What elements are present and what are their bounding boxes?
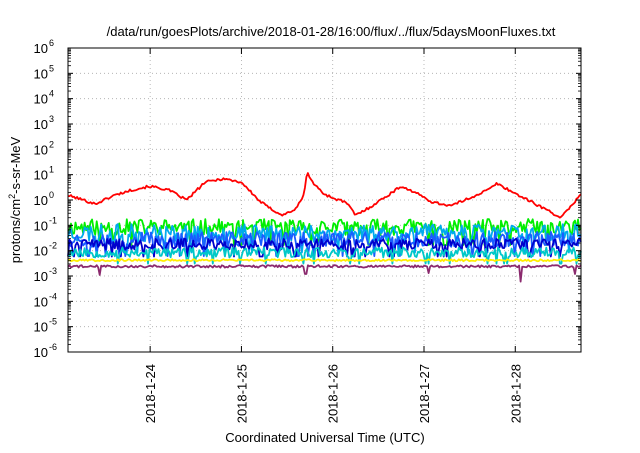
y-tick-label: 10 (34, 345, 48, 360)
y-tick-label: 10 (34, 320, 48, 335)
y-tick-exponent: 4 (49, 89, 54, 99)
y-tick-label: 10 (34, 193, 48, 208)
y-tick-label: 10 (34, 168, 48, 183)
y-tick-exponent: 1 (49, 165, 54, 175)
x-tick-label: 2018-1-24 (143, 364, 158, 423)
y-tick-exponent: -4 (49, 291, 57, 301)
series-line-7 (67, 258, 582, 263)
series-layer (67, 172, 582, 283)
y-tick-exponent: -2 (49, 241, 57, 251)
y-tick-label: 10 (34, 142, 48, 157)
y-tick-label: 10 (34, 269, 48, 284)
y-tick-exponent: -5 (49, 317, 57, 327)
y-tick-label: 10 (34, 41, 48, 56)
series-line-1 (68, 172, 582, 219)
y-tick-label: 10 (34, 92, 48, 107)
y-tick-exponent: -3 (49, 266, 57, 276)
y-tick-label: 10 (34, 294, 48, 309)
y-tick-exponent: 6 (49, 38, 54, 48)
y-tick-exponent: 0 (49, 190, 54, 200)
axes: 10 -610 -510 -410 -310 -210 -110 010 110 210 310 41… (34, 38, 582, 423)
y-tick-label: 10 (34, 66, 48, 81)
y-tick-label: 10 (34, 117, 48, 132)
grid (68, 48, 581, 352)
chart-title: /data/run/goesPlots/archive/2018-01-28/1… (107, 24, 556, 39)
x-tick-label: 2018-1-27 (417, 364, 432, 423)
y-tick-exponent: -1 (49, 215, 57, 225)
x-tick-label: 2018-1-26 (326, 364, 341, 423)
series-line-8 (67, 264, 582, 283)
series-line-6 (67, 246, 582, 265)
y-tick-exponent: -6 (49, 342, 57, 352)
y-tick-exponent: 2 (49, 139, 54, 149)
x-axis-label: Coordinated Universal Time (UTC) (225, 430, 424, 445)
y-axis-label: protons/cm2-s-sr-MeV (7, 136, 23, 263)
plot-frame (67, 47, 582, 353)
y-tick-label: 10 (34, 244, 48, 259)
x-tick-label: 2018-1-25 (234, 364, 249, 423)
y-tick-label: 10 (34, 218, 48, 233)
y-tick-exponent: 5 (49, 63, 54, 73)
x-tick-label: 2018-1-28 (508, 364, 523, 423)
y-tick-exponent: 3 (49, 114, 54, 124)
